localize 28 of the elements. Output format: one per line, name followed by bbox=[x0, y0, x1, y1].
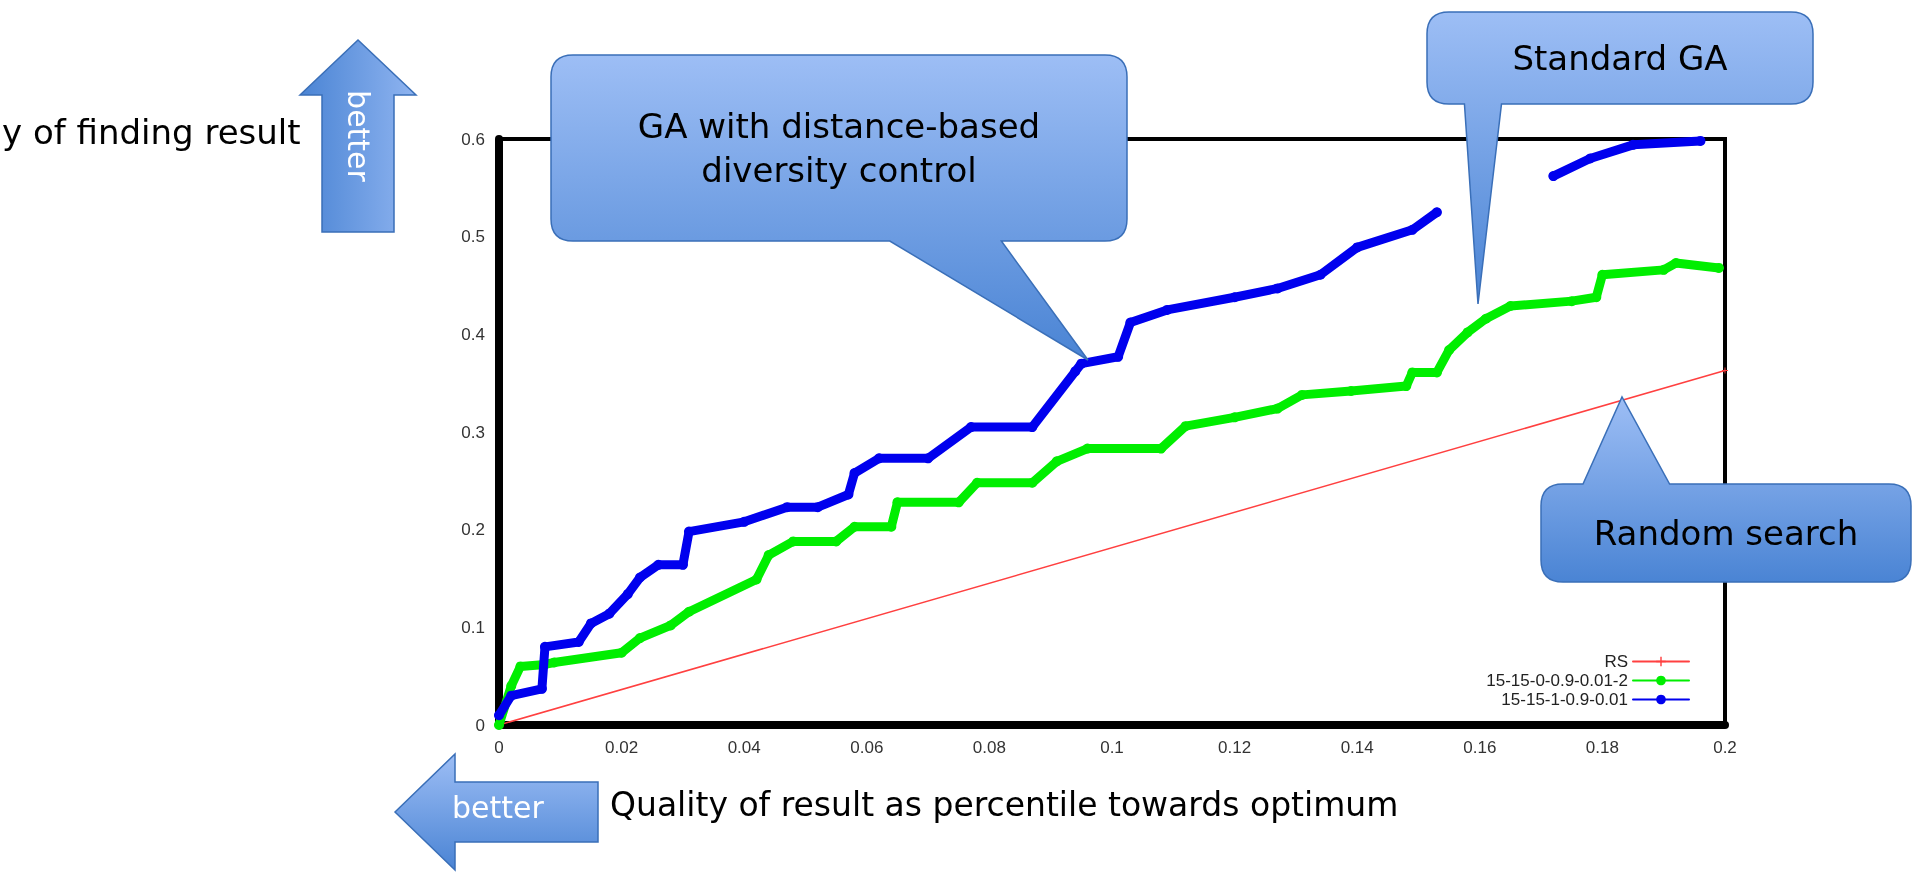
annotation: Random search bbox=[1592, 511, 1860, 555]
y-tick-label: 0.4 bbox=[461, 324, 485, 344]
legend-label: 15-15-1-0.9-0.01 bbox=[1501, 690, 1628, 709]
y-tick-label: 0.5 bbox=[461, 227, 485, 247]
y-tick-label: 0.2 bbox=[461, 520, 485, 540]
text: better bbox=[340, 90, 376, 182]
x-tick-label: 0.1 bbox=[1100, 738, 1124, 757]
x-tick-label: 0.06 bbox=[850, 738, 884, 757]
x-tick-label: 0.08 bbox=[972, 738, 1006, 757]
y-tick-label: 0.1 bbox=[461, 617, 485, 637]
x-tick-label: 0.04 bbox=[727, 738, 761, 757]
annotation: GA with distance-based diversity control bbox=[636, 104, 1042, 192]
y-tick-label: 0.3 bbox=[461, 422, 485, 442]
x-tick-label: 0.18 bbox=[1585, 738, 1619, 757]
legend-label: 15-15-0-0.9-0.01-2 bbox=[1486, 671, 1628, 690]
legend-label: RS bbox=[1604, 652, 1628, 671]
text: better bbox=[452, 790, 544, 825]
x-axis-title: Quality of result as percentile towards optimum bbox=[610, 785, 1399, 824]
y-tick-label: 0 bbox=[475, 715, 485, 735]
text: Standard GA bbox=[1511, 36, 1729, 80]
x-tick-label: 0 bbox=[494, 738, 504, 757]
x-tick-label: 0.16 bbox=[1463, 738, 1497, 757]
x-tick-label: 0.2 bbox=[1713, 738, 1737, 757]
x-tick-label: 0.14 bbox=[1340, 738, 1374, 757]
x-tick-label: 0.12 bbox=[1218, 738, 1252, 757]
y-axis-title: y of finding result bbox=[2, 112, 301, 152]
x-tick-label: 0.02 bbox=[605, 738, 639, 757]
y-tick-label: 0.6 bbox=[461, 129, 485, 149]
